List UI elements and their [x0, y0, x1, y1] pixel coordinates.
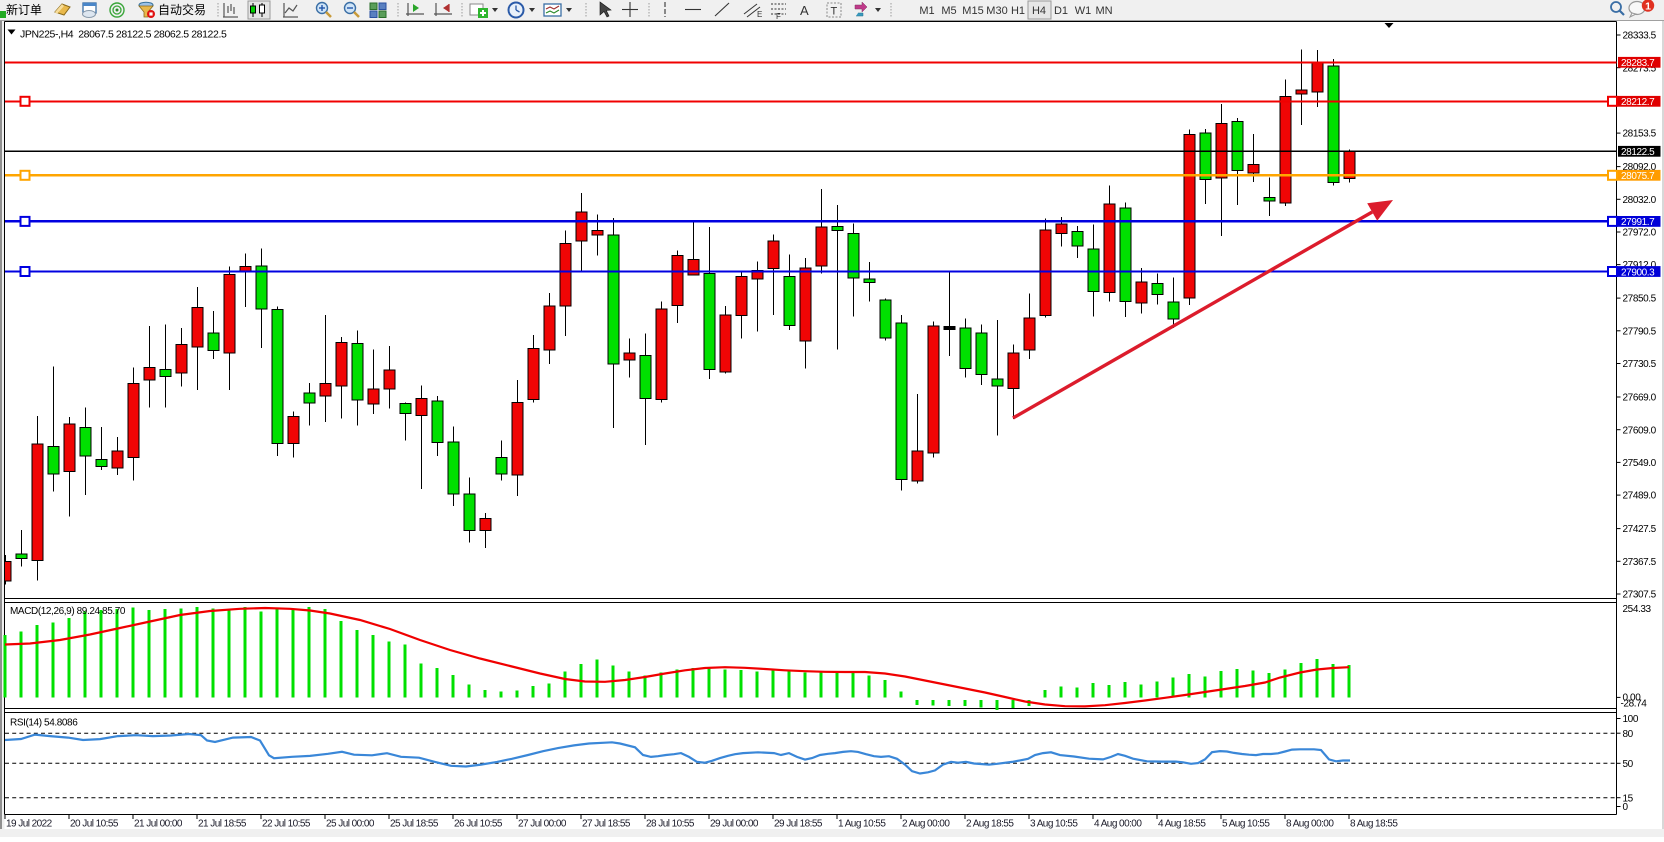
svg-text:28 Jul 10:55: 28 Jul 10:55 — [646, 819, 695, 830]
svg-text:27 Jul 00:00: 27 Jul 00:00 — [518, 819, 567, 830]
svg-text:0: 0 — [1623, 802, 1629, 813]
svg-text:254.33: 254.33 — [1623, 604, 1652, 615]
svg-text:27669.0: 27669.0 — [1623, 393, 1657, 404]
svg-text:28122.5: 28122.5 — [1621, 147, 1655, 158]
svg-text:100: 100 — [1623, 714, 1639, 725]
svg-text:27991.7: 27991.7 — [1621, 217, 1655, 228]
svg-text:27790.5: 27790.5 — [1623, 326, 1657, 337]
svg-text:M1: M1 — [919, 5, 934, 17]
svg-text:22 Jul 10:55: 22 Jul 10:55 — [262, 819, 311, 830]
svg-text:21 Jul 18:55: 21 Jul 18:55 — [198, 819, 247, 830]
svg-text:MN: MN — [1095, 5, 1112, 17]
svg-text:MACD(12,26,9) 89.24 85.70: MACD(12,26,9) 89.24 85.70 — [10, 606, 126, 617]
svg-text:M5: M5 — [941, 5, 956, 17]
svg-text:4 Aug 18:55: 4 Aug 18:55 — [1158, 819, 1206, 830]
svg-text:1 Aug 10:55: 1 Aug 10:55 — [838, 819, 886, 830]
svg-text:28273.5: 28273.5 — [1623, 63, 1657, 74]
svg-text:28153.5: 28153.5 — [1623, 129, 1657, 140]
svg-text:15: 15 — [1623, 793, 1634, 804]
svg-text:28092.0: 28092.0 — [1623, 162, 1657, 173]
svg-text:T: T — [831, 6, 838, 18]
svg-text:H1: H1 — [1011, 5, 1025, 17]
svg-text:25 Jul 18:55: 25 Jul 18:55 — [390, 819, 439, 830]
svg-text:2 Aug 18:55: 2 Aug 18:55 — [966, 819, 1014, 830]
svg-text:新订单: 新订单 — [6, 2, 42, 17]
svg-text:F: F — [776, 12, 781, 21]
svg-text:29 Jul 18:55: 29 Jul 18:55 — [774, 819, 823, 830]
svg-text:27850.5: 27850.5 — [1623, 294, 1657, 305]
svg-text:1: 1 — [1645, 1, 1651, 13]
svg-text:M15: M15 — [962, 5, 983, 17]
svg-text:D1: D1 — [1054, 5, 1068, 17]
svg-text:26 Jul 10:55: 26 Jul 10:55 — [454, 819, 503, 830]
svg-text:27912.0: 27912.0 — [1623, 260, 1657, 271]
svg-text:JPN225-,H4 28067.5 28122.5 28: JPN225-,H4 28067.5 28122.5 28062.5 28122… — [20, 29, 227, 41]
svg-text:4 Aug 00:00: 4 Aug 00:00 — [1094, 819, 1142, 830]
svg-text:28283.7: 28283.7 — [1621, 58, 1655, 69]
svg-text:25 Jul 00:00: 25 Jul 00:00 — [326, 819, 375, 830]
svg-text:-28.74: -28.74 — [1621, 699, 1648, 710]
svg-text:27367.5: 27367.5 — [1623, 557, 1657, 568]
svg-text:27489.0: 27489.0 — [1623, 491, 1657, 502]
svg-text:27972.0: 27972.0 — [1623, 228, 1657, 239]
svg-text:E: E — [757, 10, 762, 19]
svg-text:3 Aug 10:55: 3 Aug 10:55 — [1030, 819, 1078, 830]
svg-text:RSI(14) 54.8086: RSI(14) 54.8086 — [10, 718, 78, 729]
svg-text:28075.7: 28075.7 — [1621, 171, 1655, 182]
svg-text:8 Aug 18:55: 8 Aug 18:55 — [1350, 819, 1398, 830]
svg-text:28212.7: 28212.7 — [1621, 97, 1655, 108]
svg-text:50: 50 — [1623, 759, 1634, 770]
svg-text:A: A — [800, 3, 809, 18]
svg-text:自动交易: 自动交易 — [158, 2, 206, 17]
svg-text:28032.0: 28032.0 — [1623, 195, 1657, 206]
svg-text:80: 80 — [1623, 729, 1634, 740]
svg-text:2 Aug 00:00: 2 Aug 00:00 — [902, 819, 950, 830]
svg-text:8 Aug 00:00: 8 Aug 00:00 — [1286, 819, 1334, 830]
svg-text:29 Jul 00:00: 29 Jul 00:00 — [710, 819, 759, 830]
svg-text:19 Jul 2022: 19 Jul 2022 — [6, 819, 53, 830]
svg-text:21 Jul 00:00: 21 Jul 00:00 — [134, 819, 183, 830]
svg-text:27900.3: 27900.3 — [1621, 267, 1655, 278]
svg-text:20 Jul 10:55: 20 Jul 10:55 — [70, 819, 119, 830]
svg-text:27730.5: 27730.5 — [1623, 359, 1657, 370]
svg-text:5 Aug 10:55: 5 Aug 10:55 — [1222, 819, 1270, 830]
svg-text:27 Jul 18:55: 27 Jul 18:55 — [582, 819, 631, 830]
svg-text:27307.5: 27307.5 — [1623, 590, 1657, 601]
svg-text:27549.0: 27549.0 — [1623, 458, 1657, 469]
svg-text:28333.5: 28333.5 — [1623, 31, 1657, 42]
svg-text:H4: H4 — [1032, 5, 1046, 17]
svg-text:27427.5: 27427.5 — [1623, 524, 1657, 535]
svg-text:W1: W1 — [1075, 5, 1092, 17]
svg-text:M30: M30 — [986, 5, 1007, 17]
svg-text:27609.0: 27609.0 — [1623, 425, 1657, 436]
svg-text:0.00: 0.00 — [1623, 693, 1642, 704]
